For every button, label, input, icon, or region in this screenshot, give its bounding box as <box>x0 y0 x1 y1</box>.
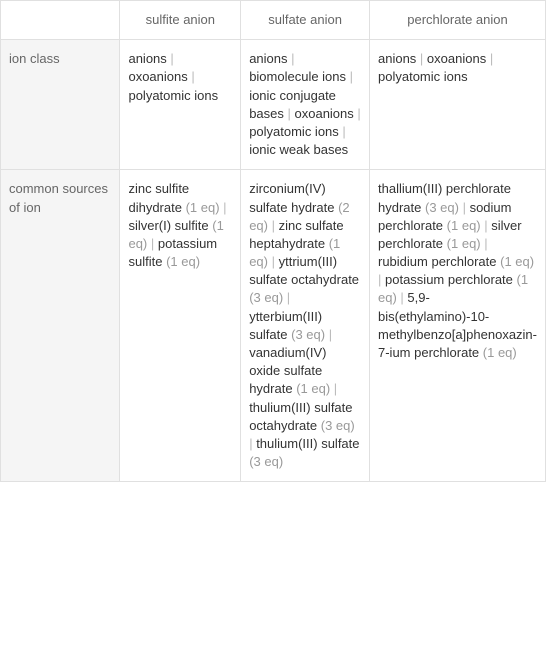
separator: | <box>288 51 295 66</box>
item-name: anions <box>378 51 416 66</box>
item-eq: (3 eq) <box>249 454 283 469</box>
item-name: silver(I) sulfite <box>128 218 208 233</box>
item-eq: (3 eq) <box>249 290 283 305</box>
ion-class-row: ion class anions | oxoanions | polyatomi… <box>1 40 546 170</box>
item-name: oxoanions <box>295 106 354 121</box>
item-name: zinc sulfite dihydrate <box>128 181 189 214</box>
ion-class-sulfite: anions | oxoanions | polyatomic ions <box>120 40 241 170</box>
corner-cell <box>1 1 120 40</box>
item-eq: (1 eq) <box>447 236 481 251</box>
item-name: polyatomic ions <box>128 88 218 103</box>
item-name: thulium(III) sulfate <box>256 436 359 451</box>
item-name: oxoanions <box>128 69 187 84</box>
item-eq: (3 eq) <box>425 200 459 215</box>
header-perchlorate: perchlorate anion <box>370 1 546 40</box>
separator: | <box>268 218 279 233</box>
item-name: oxoanions <box>427 51 486 66</box>
separator: | <box>346 69 353 84</box>
sources-sulfate: zirconium(IV) sulfate hydrate (2 eq) | z… <box>241 170 370 482</box>
separator: | <box>188 69 195 84</box>
separator: | <box>378 272 385 287</box>
separator: | <box>354 106 361 121</box>
separator: | <box>459 200 470 215</box>
header-sulfite: sulfite anion <box>120 1 241 40</box>
item-name: ionic weak bases <box>249 142 348 157</box>
separator: | <box>481 236 488 251</box>
separator: | <box>147 236 158 251</box>
header-row: sulfite anion sulfate anion perchlorate … <box>1 1 546 40</box>
item-name: rubidium perchlorate <box>378 254 497 269</box>
item-name: anions <box>249 51 287 66</box>
separator: | <box>330 381 337 396</box>
separator: | <box>325 327 332 342</box>
separator: | <box>220 200 227 215</box>
ion-class-perchlorate: anions | oxoanions | polyatomic ions <box>370 40 546 170</box>
separator: | <box>416 51 427 66</box>
separator: | <box>167 51 174 66</box>
item-name: biomolecule ions <box>249 69 346 84</box>
header-sulfate: sulfate anion <box>241 1 370 40</box>
item-eq: (1 eq) <box>166 254 200 269</box>
comparison-table: sulfite anion sulfate anion perchlorate … <box>0 0 546 482</box>
sources-sulfite: zinc sulfite dihydrate (1 eq) | silver(I… <box>120 170 241 482</box>
separator: | <box>339 124 346 139</box>
separator: | <box>397 290 408 305</box>
item-name: potassium perchlorate <box>385 272 513 287</box>
item-eq: (1 eq) <box>483 345 517 360</box>
item-name: polyatomic ions <box>378 69 468 84</box>
sources-perchlorate: thallium(III) perchlorate hydrate (3 eq)… <box>370 170 546 482</box>
ion-class-sulfate: anions | biomolecule ions | ionic conjug… <box>241 40 370 170</box>
separator: | <box>284 106 295 121</box>
item-name: polyatomic ions <box>249 124 339 139</box>
item-name: zirconium(IV) sulfate hydrate <box>249 181 334 214</box>
item-eq: (1 eq) <box>500 254 534 269</box>
item-eq: (3 eq) <box>291 327 325 342</box>
item-name: anions <box>128 51 166 66</box>
item-eq: (3 eq) <box>321 418 355 433</box>
separator: | <box>268 254 279 269</box>
item-eq: (1 eq) <box>186 200 220 215</box>
sources-label: common sources of ion <box>1 170 120 482</box>
item-eq: (1 eq) <box>447 218 481 233</box>
separator: | <box>486 51 493 66</box>
separator: | <box>481 218 492 233</box>
sources-row: common sources of ion zinc sulfite dihyd… <box>1 170 546 482</box>
separator: | <box>283 290 290 305</box>
ion-class-label: ion class <box>1 40 120 170</box>
item-eq: (1 eq) <box>296 381 330 396</box>
